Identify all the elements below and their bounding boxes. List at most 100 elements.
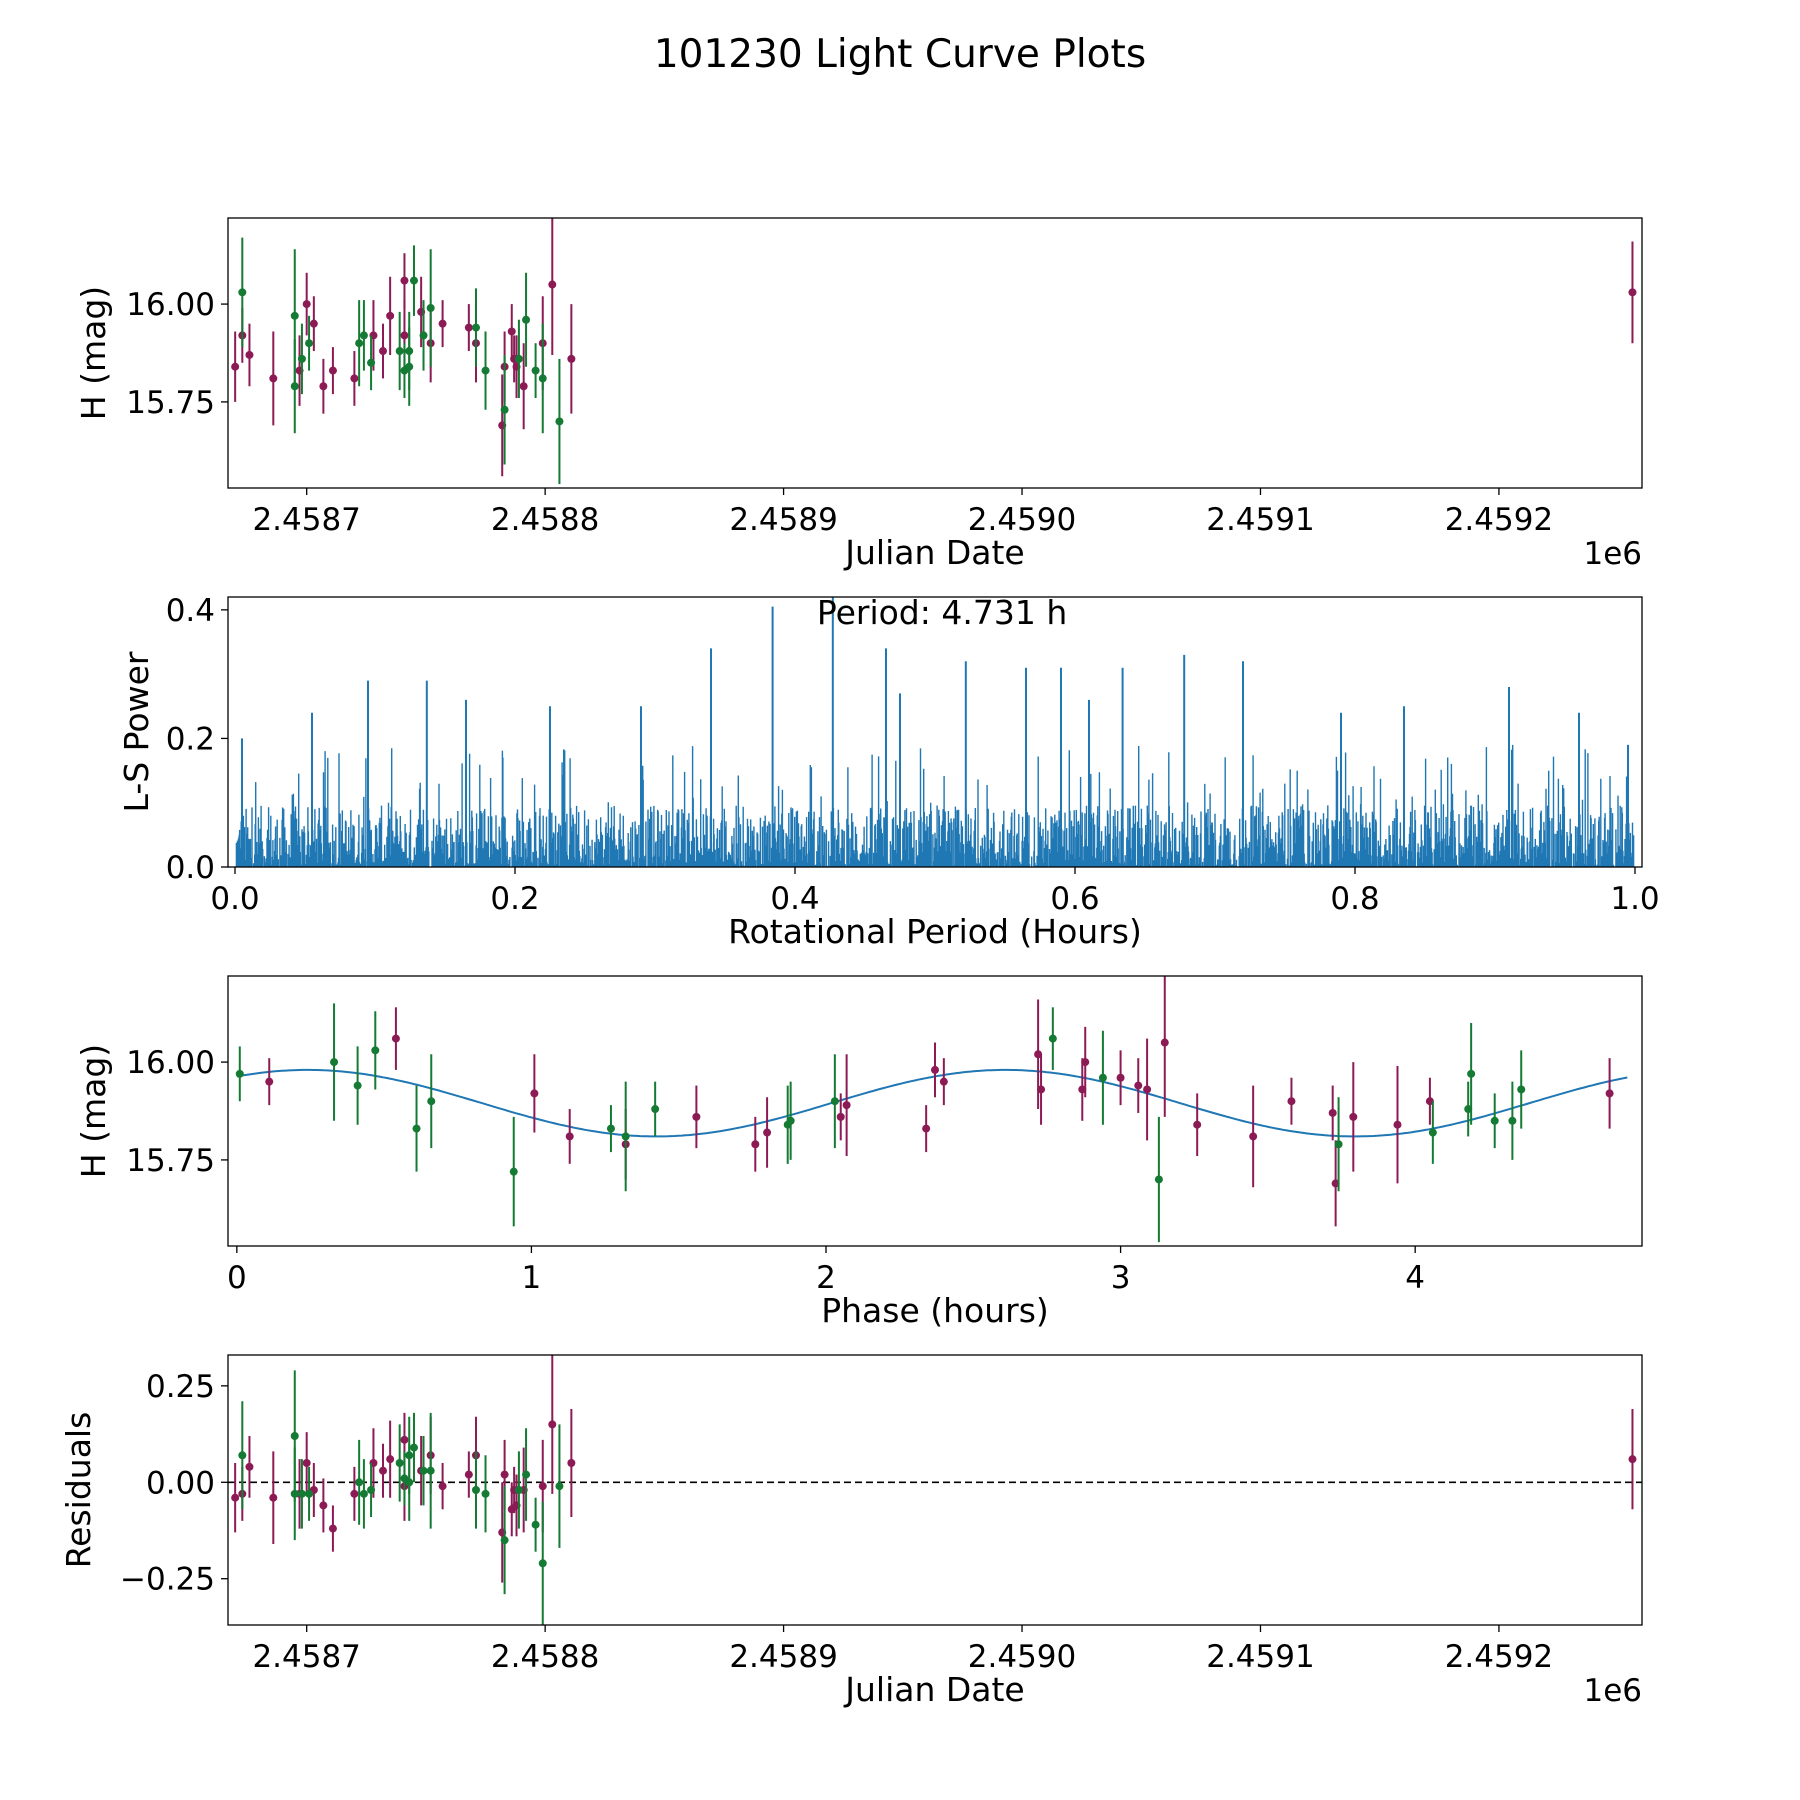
periodogram-xtick-label: 0.8 <box>1330 881 1379 917</box>
phased-xlabel: Phase (hours) <box>821 1291 1049 1330</box>
phased-point <box>606 1124 615 1133</box>
phased-point <box>836 1112 845 1121</box>
residuals-point <box>231 1493 240 1502</box>
fit-curve <box>236 1068 1628 1138</box>
periodogram-ylabel: L-S Power <box>117 651 156 812</box>
lightcurve-point <box>567 354 576 363</box>
phased-point <box>1154 1175 1163 1184</box>
phased-point <box>621 1132 630 1141</box>
phased-point <box>1517 1085 1526 1094</box>
residuals-point <box>290 1432 299 1440</box>
periodogram-series <box>235 597 1635 867</box>
periodogram-ytick-label: 0.0 <box>166 850 215 886</box>
phased-point <box>1605 1089 1614 1098</box>
period-annotation: Period: 4.731 h <box>817 593 1067 632</box>
residuals-point <box>538 1482 547 1491</box>
lightcurve-point <box>438 319 447 328</box>
residuals-point <box>302 1459 311 1467</box>
residuals-point <box>522 1470 531 1479</box>
lightcurve-point <box>386 311 395 320</box>
phased-points <box>235 976 1614 1243</box>
phased-point <box>922 1124 931 1133</box>
periodogram-xtick-label: 0.2 <box>490 881 539 917</box>
residuals-point <box>481 1489 490 1498</box>
residuals-point <box>531 1520 540 1529</box>
phased-point <box>1287 1097 1296 1106</box>
lightcurve-point <box>238 288 247 297</box>
periodogram-noise-line <box>235 744 1635 867</box>
phased-point <box>235 1069 244 1078</box>
lightcurve-point <box>538 374 547 383</box>
residuals-point <box>328 1524 337 1533</box>
lightcurve-point <box>269 374 278 383</box>
phased-frame <box>227 975 1643 1247</box>
residuals-point <box>464 1470 473 1479</box>
lightcurve-point <box>481 366 490 375</box>
residuals-point <box>471 1486 480 1494</box>
figure-title: 101230 Light Curve Plots <box>654 32 1146 77</box>
lightcurve-point <box>507 327 516 336</box>
lightcurve-point <box>400 331 409 340</box>
phased-panel: 0 1 2 3 4 15.75 16.00 Phase (hours) H (mag) <box>74 975 1643 1330</box>
residuals-point <box>269 1493 278 1502</box>
phased-xtick-label: 4 <box>1405 1260 1425 1296</box>
phased-point <box>1098 1073 1107 1082</box>
phased-ylabel: H (mag) <box>74 1044 113 1178</box>
residuals-ylabel: Residuals <box>59 1412 98 1569</box>
residuals-point <box>297 1489 306 1498</box>
lightcurve-point <box>531 366 540 375</box>
phased-point <box>391 1034 400 1043</box>
phased-point <box>692 1112 701 1121</box>
lightcurve-point <box>328 366 337 375</box>
phased-point <box>1116 1073 1125 1082</box>
lightcurve-xtick-label: 2.4592 <box>1445 502 1553 538</box>
phased-point <box>1143 1085 1152 1094</box>
lightcurve-point <box>419 331 428 340</box>
phased-xtick-label: 3 <box>1111 1260 1131 1296</box>
residuals-point <box>400 1435 409 1444</box>
residuals-x-offset-label: 1e6 <box>1583 1673 1642 1709</box>
residuals-point <box>419 1466 428 1475</box>
phased-point <box>842 1101 851 1110</box>
periodogram-xtick-label: 0.4 <box>770 881 819 917</box>
phased-xtick-label: 0 <box>227 1260 247 1296</box>
lightcurve-point <box>309 319 318 328</box>
lightcurve-frame <box>227 217 1643 489</box>
lightcurve-point <box>555 417 564 426</box>
phased-point <box>763 1128 772 1137</box>
residuals-point <box>426 1466 435 1475</box>
phased-point <box>939 1077 948 1086</box>
phased-point <box>1428 1128 1437 1137</box>
residuals-point <box>319 1501 328 1510</box>
lightcurve-xtick-label: 2.4587 <box>252 502 360 538</box>
lightcurve-ylabel: H (mag) <box>74 286 113 420</box>
residuals-ytick-label: 0.00 <box>146 1465 215 1501</box>
lightcurve-point <box>548 280 557 289</box>
lightcurve-point <box>297 354 306 363</box>
residuals-point <box>290 1489 299 1498</box>
lightcurve-point <box>350 374 359 383</box>
phased-point <box>1160 1038 1169 1047</box>
lightcurve-point <box>400 276 409 285</box>
phased-point <box>1134 1081 1143 1090</box>
residuals-points <box>231 1355 1637 1625</box>
periodogram-xtick-label: 0.6 <box>1050 881 1099 917</box>
periodogram-ytick-label: 0.2 <box>166 721 215 757</box>
lightcurve-point <box>471 323 480 332</box>
residuals-ytick-label: −0.25 <box>120 1562 215 1598</box>
phased-point <box>651 1105 660 1114</box>
phased-point <box>1508 1116 1517 1125</box>
lightcurve-point <box>367 358 376 367</box>
phased-point <box>530 1089 539 1098</box>
lightcurve-point <box>355 339 364 348</box>
lightcurve-xlabel: Julian Date <box>843 533 1025 572</box>
lightcurve-point <box>395 347 404 356</box>
lightcurve-point <box>359 331 368 340</box>
residuals-point <box>438 1482 447 1491</box>
residuals-point <box>305 1489 314 1498</box>
phased-point <box>1490 1116 1499 1125</box>
periodogram-xtick-label: 0.0 <box>210 881 259 917</box>
residuals-point <box>555 1482 564 1491</box>
phased-point <box>1328 1108 1337 1117</box>
phased-xtick-label: 1 <box>522 1260 542 1296</box>
